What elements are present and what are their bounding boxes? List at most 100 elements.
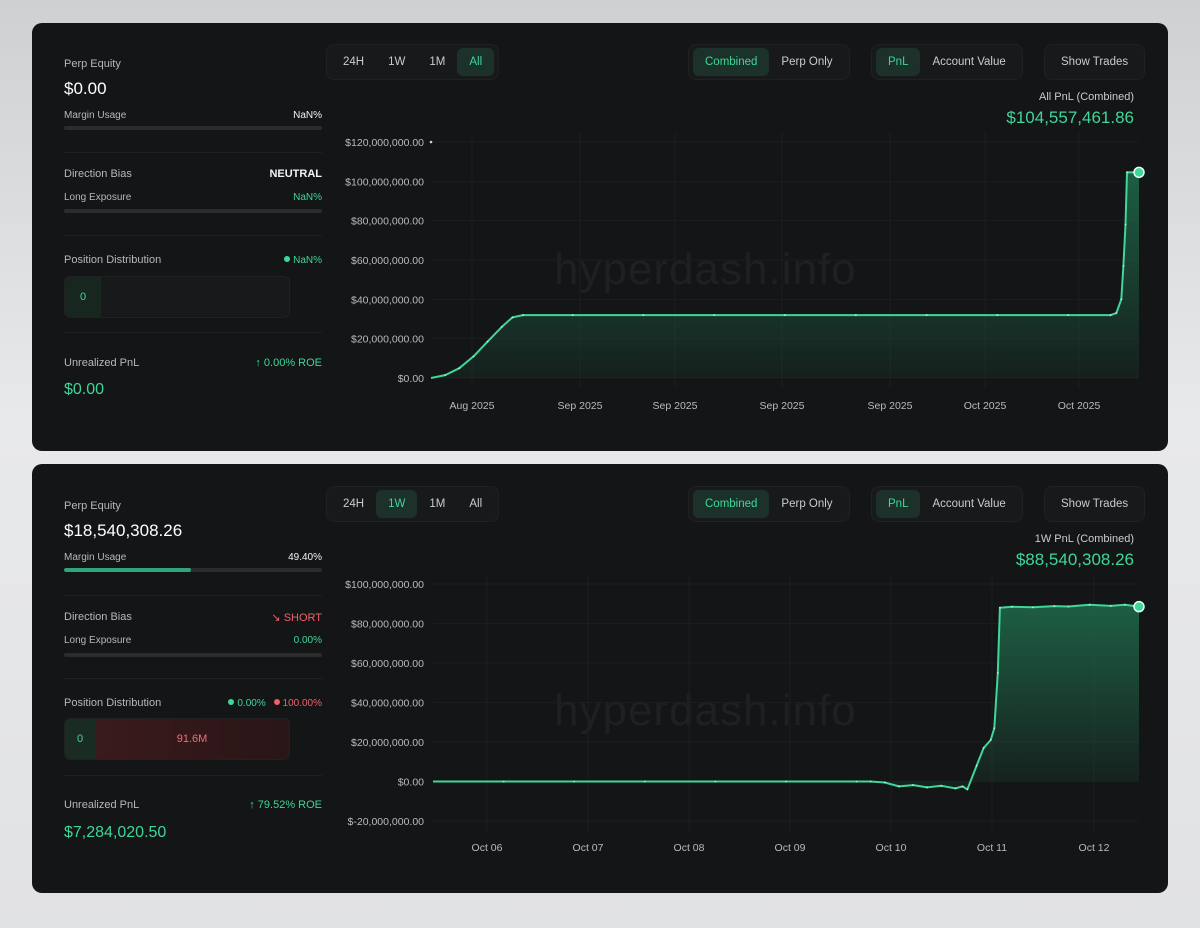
unrealized-pnl-value: $7,284,020.50 — [64, 824, 167, 841]
pd-long-segment: 0 — [65, 719, 95, 759]
timeframe-1w-button[interactable]: 1W — [388, 56, 406, 68]
long-exposure-bar — [64, 209, 322, 213]
perp-only-button[interactable]: Perp Only — [781, 498, 833, 510]
margin-usage-label: Margin Usage — [64, 552, 127, 563]
combined-button[interactable]: Combined — [693, 48, 770, 76]
y-tick-label: $80,000,000.00 — [351, 216, 424, 228]
combined-button[interactable]: Combined — [693, 490, 770, 518]
timeframe-1m-button[interactable]: 1M — [429, 498, 446, 510]
data-point — [982, 747, 985, 749]
show-trades-container: Show Trades — [1044, 486, 1146, 522]
show-trades-button[interactable]: Show Trades — [1061, 56, 1129, 68]
long-dot-icon — [228, 699, 235, 705]
y-tick-label: $40,000,000.00 — [351, 294, 424, 306]
pnl-chart: $120,000,000.00 $100,000,000.00 $80,000,00… — [345, 132, 1145, 412]
pd-short-legend: 100.00% — [273, 698, 322, 709]
data-point — [785, 780, 787, 783]
current-value-marker — [1133, 600, 1145, 613]
data-point — [642, 314, 645, 316]
pnl-button[interactable]: PnL — [876, 48, 921, 76]
trend-down-icon: ↘ — [271, 612, 284, 624]
metric-selector: PnL Account Value — [871, 44, 1023, 80]
short-dot-icon — [273, 699, 280, 705]
pd-short-segment: 91.6M — [95, 719, 289, 759]
watermark: hyperdash.info — [554, 686, 857, 735]
position-distribution-label: Position Distribution — [64, 697, 162, 709]
data-point — [573, 780, 576, 783]
account-value-button[interactable]: Account Value — [932, 498, 1006, 510]
long-exposure-value: 0.00% — [293, 635, 322, 646]
data-point — [855, 780, 858, 783]
divider — [64, 775, 322, 776]
data-point — [444, 374, 447, 376]
unrealized-pnl-value: $0.00 — [64, 381, 105, 398]
data-point — [1109, 314, 1112, 316]
x-tick-label: Oct 11 — [977, 842, 1007, 854]
pnl-total-value: $88,540,308.26 — [1015, 550, 1134, 569]
timeframe-1m-button[interactable]: 1M — [429, 56, 446, 68]
pd-long-pct: 0.00% — [237, 698, 266, 709]
pd-long-segment: 0 — [65, 277, 101, 317]
mode-selector: Combined Perp Only — [688, 44, 850, 80]
timeframe-1w-button[interactable]: 1W — [376, 490, 418, 518]
y-tick-label: $100,000,000.00 — [345, 579, 424, 591]
wallet-panel-1w: Perp Equity $18,540,308.26 Margin Usage … — [32, 464, 1168, 893]
data-point — [1088, 603, 1091, 606]
data-point — [1126, 171, 1128, 174]
direction-bias-label: Direction Bias — [64, 168, 132, 180]
data-point — [1011, 605, 1013, 608]
account-value-button[interactable]: Account Value — [932, 56, 1006, 68]
long-exposure-label: Long Exposure — [64, 635, 132, 646]
x-tick-label: Sep 2025 — [653, 400, 698, 412]
data-point — [511, 316, 514, 319]
pd-legend: 0.00% 100.00% — [228, 698, 322, 709]
data-point — [522, 314, 524, 316]
data-point — [1123, 603, 1126, 606]
timeframe-24h-button[interactable]: 24H — [343, 56, 365, 68]
show-trades-button[interactable]: Show Trades — [1061, 498, 1129, 510]
y-tick-label: $20,000,000.00 — [351, 737, 424, 749]
data-point — [486, 340, 489, 343]
y-tick-label: $0.00 — [398, 777, 424, 789]
timeframe-all-button[interactable]: All — [469, 498, 483, 510]
divider — [64, 152, 322, 153]
direction-bias-label: Direction Bias — [64, 611, 132, 623]
data-point — [898, 785, 900, 788]
margin-usage-bar — [64, 126, 322, 130]
pd-long-pct: NaN% — [293, 255, 322, 266]
data-point — [1053, 605, 1056, 608]
wallet-panel-all: Perp Equity $0.00 Margin Usage NaN% Dire… — [32, 23, 1168, 451]
watermark: hyperdash.info — [554, 245, 857, 294]
y-tick-label: $80,000,000.00 — [351, 619, 424, 631]
mode-selector: Combined Perp Only — [688, 486, 850, 522]
data-point — [472, 355, 475, 358]
data-point — [912, 784, 914, 786]
x-tick-label: Oct 09 — [775, 842, 806, 854]
data-point — [571, 314, 574, 316]
y-tick-label: $60,000,000.00 — [351, 658, 424, 670]
x-tick-label: Oct 07 — [573, 842, 604, 854]
data-point — [1120, 298, 1123, 301]
data-point — [961, 785, 964, 788]
pnl-button[interactable]: PnL — [876, 490, 921, 518]
data-point — [999, 606, 1001, 609]
x-tick-label: Oct 10 — [876, 842, 907, 854]
pnl-area — [433, 604, 1139, 790]
long-exposure-label: Long Exposure — [64, 192, 132, 203]
data-point — [500, 325, 503, 328]
pd-long-legend: 0.00% — [228, 698, 266, 709]
roe-indicator: ↑ 79.52% ROE — [249, 799, 322, 811]
pnl-title: All PnL (Combined) — [1039, 91, 1134, 103]
position-distribution-label: Position Distribution — [64, 254, 162, 266]
perp-only-button[interactable]: Perp Only — [781, 56, 833, 68]
timeframe-24h-button[interactable]: 24H — [343, 498, 365, 510]
y-tick-label: $120,000,000.00 — [345, 137, 424, 149]
roe-indicator: ↑ 0.00% ROE — [255, 357, 322, 369]
data-point — [883, 781, 886, 784]
perp-equity-label: Perp Equity — [64, 500, 121, 512]
pnl-total-value: $104,557,461.86 — [1006, 108, 1134, 127]
perp-equity-value: $18,540,308.26 — [64, 521, 183, 540]
roe-value: 0.00% ROE — [263, 357, 322, 369]
timeframe-all-button[interactable]: All — [457, 48, 495, 76]
data-point — [854, 314, 857, 316]
